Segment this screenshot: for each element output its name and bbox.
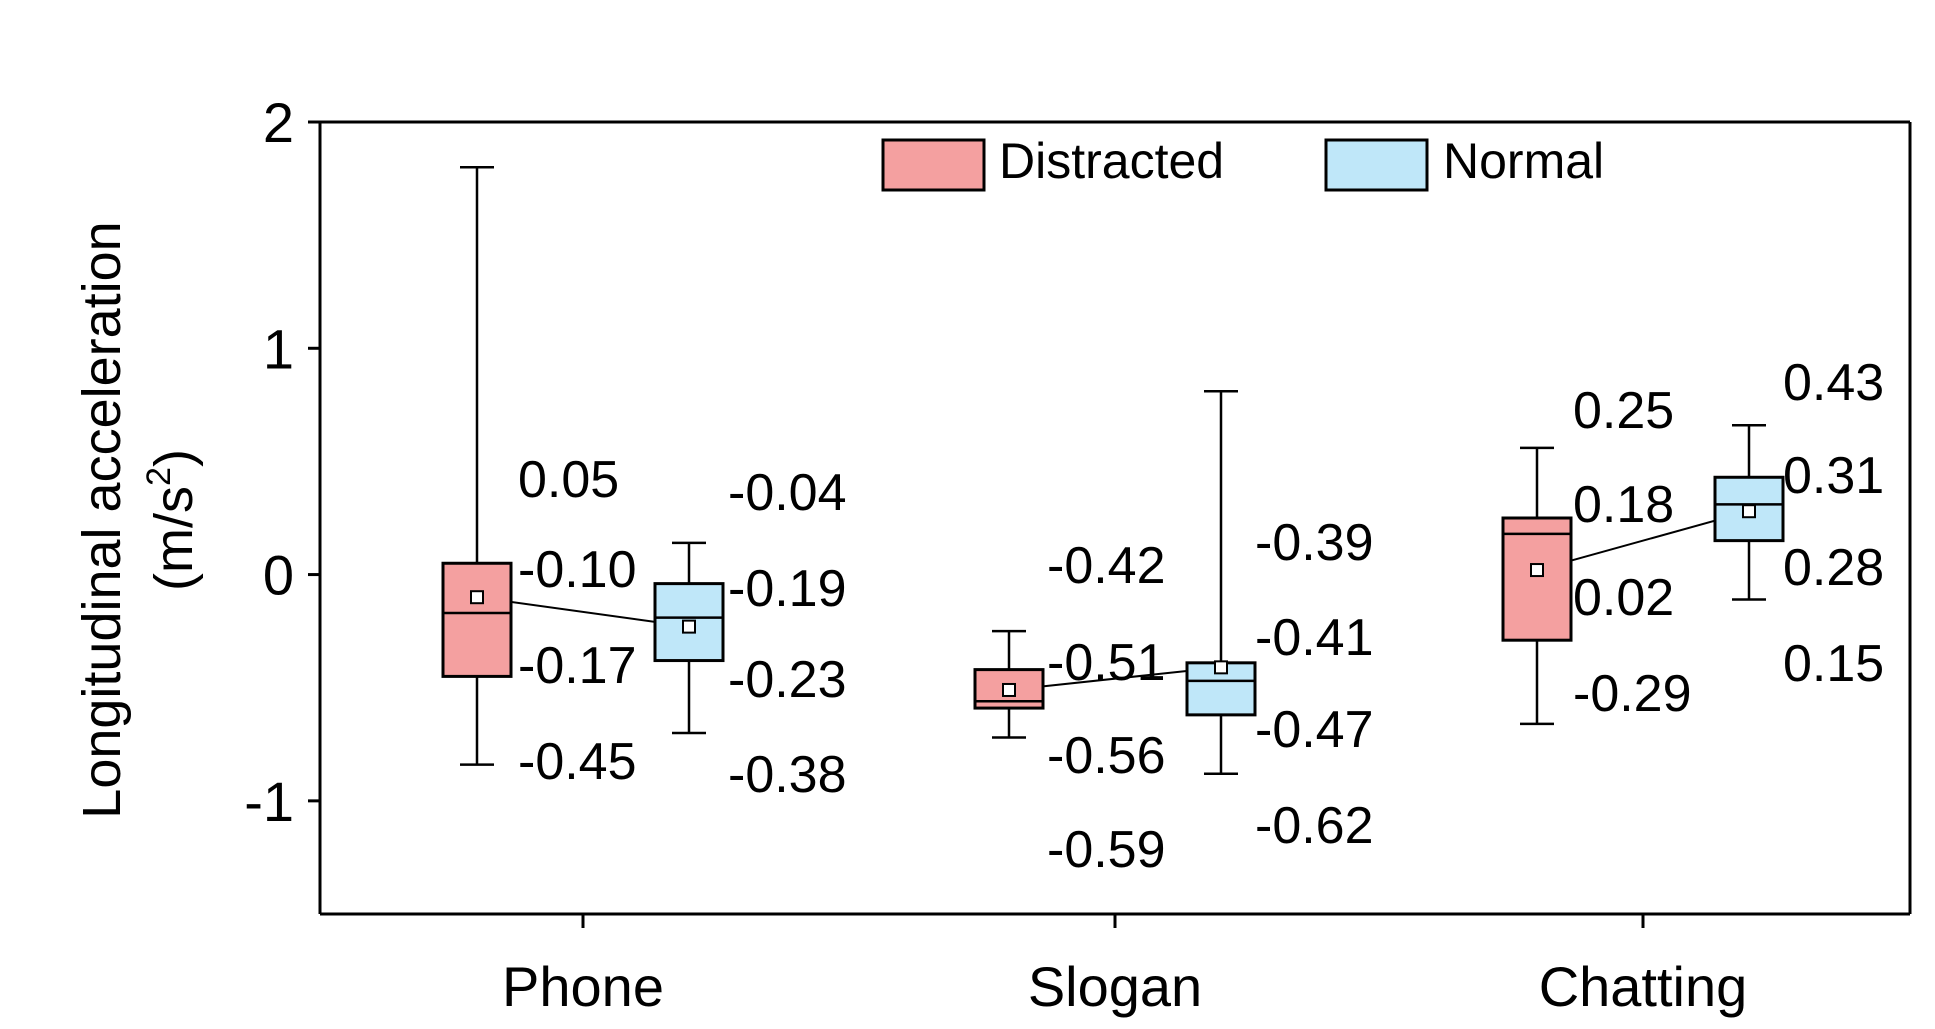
value-label-distracted: -0.56	[1047, 727, 1166, 785]
y-axis-title: Longitudinal acceleration	[72, 221, 132, 818]
legend: Distracted Normal	[881, 133, 1604, 192]
value-label-normal: -0.19	[728, 560, 847, 618]
box-iqr	[1501, 516, 1573, 642]
x-tick-label-slogan: Slogan	[1028, 955, 1202, 1018]
y-tick-label: 2	[263, 91, 294, 154]
y-tick-label: 1	[263, 317, 294, 380]
y-axis-unit-prefix: (m/s	[144, 486, 204, 591]
value-label-normal: 0.28	[1783, 539, 1884, 597]
y-axis-title-main: Longitudinal acceleration	[72, 221, 132, 818]
box-iqr	[441, 561, 513, 678]
legend-label-distracted: Distracted	[999, 133, 1224, 189]
plot-area: -1 0 1 2 Phone Slogan Chatting 0.05 -0.10 -0.17 -0…	[244, 91, 1912, 1018]
box-distracted-phone	[441, 166, 513, 766]
box-distracted-slogan	[973, 629, 1045, 739]
box-normal-slogan	[1185, 390, 1257, 775]
value-label-normal: -0.23	[728, 651, 847, 709]
value-label-distracted: -0.42	[1047, 537, 1166, 595]
box-mean-marker	[1530, 563, 1544, 578]
value-label-normal: -0.04	[728, 464, 847, 522]
value-label-distracted: -0.29	[1573, 665, 1692, 723]
value-label-distracted: -0.51	[1047, 634, 1166, 692]
value-label-distracted: -0.45	[518, 733, 637, 791]
value-label-normal: 0.43	[1783, 354, 1884, 412]
value-label-normal: -0.47	[1255, 701, 1374, 759]
box-mean-marker	[1214, 660, 1228, 675]
legend-swatch-normal	[1324, 138, 1429, 192]
box-mean-marker	[470, 590, 484, 605]
value-label-normal: -0.38	[728, 746, 847, 804]
legend-label-normal: Normal	[1443, 133, 1604, 189]
value-label-distracted: -0.10	[518, 541, 637, 599]
box-mean-marker	[682, 619, 696, 634]
value-label-distracted: 0.05	[518, 451, 619, 509]
box-normal-phone	[653, 541, 725, 735]
value-label-distracted: 0.02	[1573, 569, 1674, 627]
svg-text:(m/s2): (m/s2)	[140, 449, 204, 591]
y-axis-unit-exp: 2	[140, 467, 178, 486]
value-label-distracted: -0.59	[1047, 821, 1166, 879]
value-label-distracted: -0.17	[518, 637, 637, 695]
value-label-normal: 0.15	[1783, 635, 1884, 693]
box-mean-marker	[1742, 504, 1756, 519]
x-tick-label-phone: Phone	[502, 955, 664, 1018]
y-axis-unit-suffix: )	[144, 449, 204, 467]
box-distracted-chatting	[1501, 446, 1573, 726]
box-normal-chatting	[1713, 423, 1785, 601]
value-label-normal: -0.41	[1255, 609, 1374, 667]
box-mean-marker	[1002, 682, 1016, 697]
value-label-distracted: 0.25	[1573, 382, 1674, 440]
y-tick-label: -1	[244, 770, 294, 833]
value-label-normal: -0.62	[1255, 797, 1374, 855]
value-label-normal: 0.31	[1783, 447, 1884, 505]
legend-swatch-distracted	[881, 138, 986, 192]
value-label-normal: -0.39	[1255, 514, 1374, 572]
value-label-distracted: 0.18	[1573, 476, 1674, 534]
x-tick-label-chatting: Chatting	[1539, 955, 1748, 1018]
y-tick-label: 0	[263, 544, 294, 607]
y-axis-unit: (m/s2)	[140, 449, 204, 591]
